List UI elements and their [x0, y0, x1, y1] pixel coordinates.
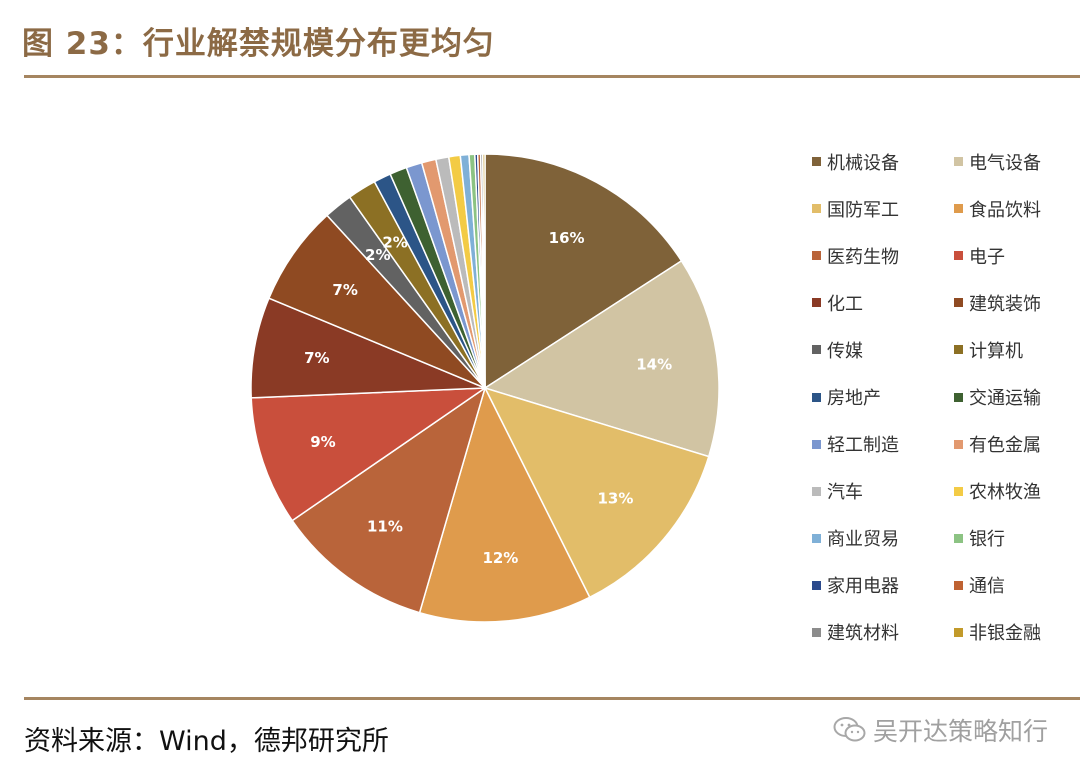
legend-label-19: 通信: [969, 576, 1005, 598]
legend-item-0: 机械设备: [812, 138, 954, 185]
legend-label-16: 商业贸易: [827, 529, 899, 551]
legend-item-9: 计算机: [954, 326, 1062, 373]
legend-item-10: 房地产: [812, 373, 954, 420]
legend-label-21: 非银金融: [969, 623, 1041, 645]
legend-label-20: 建筑材料: [827, 623, 899, 645]
legend-label-2: 国防军工: [827, 199, 899, 221]
pie-slice-6: [250, 297, 486, 399]
pie-slice-label-5: 9%: [310, 433, 335, 451]
legend-item-12: 轻工制造: [812, 421, 954, 468]
pie-slice-label-4: 11%: [367, 517, 403, 535]
watermark-text: 吴开达策略知行: [872, 717, 1048, 746]
legend-item-4: 医药生物: [812, 232, 954, 279]
legend-swatch-10: [812, 392, 821, 402]
legend-label-8: 传媒: [827, 340, 863, 362]
watermark: 吴开达策略知行: [833, 712, 1048, 748]
legend-item-7: 建筑装饰: [954, 279, 1062, 326]
legend-label-14: 汽车: [827, 482, 863, 504]
legend-swatch-20: [812, 627, 821, 637]
legend-item-21: 非银金融: [954, 609, 1062, 656]
pie-slice-0: [484, 153, 683, 390]
legend-swatch-14: [812, 486, 821, 496]
legend-item-15: 农林牧渔: [954, 468, 1062, 515]
pie-slice-2: [483, 386, 710, 599]
legend-item-1: 电气设备: [954, 138, 1062, 185]
legend-label-0: 机械设备: [827, 152, 899, 174]
source-note: 资料来源：Wind，德邦研究所: [24, 726, 389, 757]
pie-slice-label-6: 7%: [304, 349, 329, 367]
pie-slice-3: [418, 385, 591, 623]
chart-legend: 机械设备 电气设备国防军工 食品饮料医药生物 电子化工 建筑装饰传媒 计算机房地产 交通运输…: [812, 138, 1062, 656]
legend-swatch-17: [954, 533, 963, 543]
pie-slice-label-3: 12%: [482, 549, 518, 567]
pie-slice-5: [250, 387, 488, 522]
pie-slice-label-1: 14%: [636, 355, 672, 373]
legend-swatch-19: [954, 580, 963, 590]
legend-swatch-8: [812, 345, 821, 355]
legend-item-20: 建筑材料: [812, 609, 954, 656]
legend-item-6: 化工: [812, 279, 954, 326]
pie-slice-7: [267, 214, 486, 389]
legend-label-15: 农林牧渔: [969, 482, 1041, 504]
legend-swatch-18: [812, 580, 821, 590]
legend-swatch-4: [812, 251, 821, 261]
pie-slice-label-2: 13%: [597, 489, 633, 507]
legend-swatch-21: [954, 627, 963, 637]
legend-label-17: 银行: [969, 529, 1005, 551]
legend-swatch-0: [812, 157, 821, 167]
title-divider: [24, 75, 1080, 78]
pie-chart: 16% 14% 13% 12% 11% 9% 7% 7% 2%2%: [250, 153, 720, 623]
pie-slice-21: [482, 153, 486, 389]
legend-item-11: 交通运输: [954, 373, 1062, 420]
footer-divider: [24, 697, 1080, 700]
legend-item-13: 有色金属: [954, 421, 1062, 468]
legend-item-18: 家用电器: [812, 562, 954, 609]
pie-slice-label-8: 2%: [365, 246, 390, 264]
legend-item-2: 国防军工: [812, 185, 954, 232]
legend-item-16: 商业贸易: [812, 515, 954, 562]
legend-label-4: 医药生物: [827, 246, 899, 268]
legend-swatch-6: [812, 298, 821, 308]
legend-label-7: 建筑装饰: [969, 293, 1041, 315]
legend-swatch-3: [954, 204, 963, 214]
legend-item-19: 通信: [954, 562, 1062, 609]
legend-label-13: 有色金属: [969, 435, 1041, 457]
legend-label-11: 交通运输: [969, 388, 1041, 410]
legend-label-9: 计算机: [969, 340, 1023, 362]
legend-label-3: 食品饮料: [969, 199, 1041, 221]
legend-swatch-1: [954, 157, 963, 167]
wechat-icon: [833, 717, 866, 742]
legend-swatch-16: [812, 533, 821, 543]
legend-label-18: 家用电器: [827, 576, 899, 598]
figure-title: 图 23：行业解禁规模分布更均匀: [22, 26, 495, 62]
legend-label-10: 房地产: [827, 388, 881, 410]
legend-swatch-5: [954, 251, 963, 261]
legend-swatch-15: [954, 486, 963, 496]
legend-item-3: 食品饮料: [954, 185, 1062, 232]
legend-item-17: 银行: [954, 515, 1062, 562]
pie-slice-4: [291, 386, 487, 614]
legend-item-14: 汽车: [812, 468, 954, 515]
pie-slice-1: [483, 259, 720, 458]
legend-label-6: 化工: [827, 293, 863, 315]
legend-item-8: 传媒: [812, 326, 954, 373]
legend-item-5: 电子: [954, 232, 1062, 279]
legend-swatch-12: [812, 439, 821, 449]
pie-slice-label-9: 2%: [382, 234, 407, 252]
legend-swatch-9: [954, 345, 963, 355]
legend-swatch-13: [954, 439, 963, 449]
legend-label-5: 电子: [969, 246, 1005, 268]
legend-swatch-2: [812, 204, 821, 214]
pie-slice-label-0: 16%: [549, 229, 585, 247]
legend-label-1: 电气设备: [969, 152, 1041, 174]
legend-label-12: 轻工制造: [827, 435, 899, 457]
pie-slice-label-7: 7%: [332, 281, 357, 299]
legend-swatch-7: [954, 298, 963, 308]
legend-swatch-11: [954, 392, 963, 402]
